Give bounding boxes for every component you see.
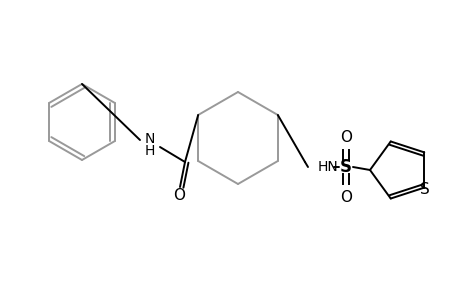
Text: S: S [420,182,429,197]
Text: O: O [339,190,351,205]
Text: N
H: N H [145,132,155,158]
Text: S: S [339,158,351,176]
Text: HN: HN [317,160,338,174]
Text: O: O [339,130,351,145]
Text: O: O [173,188,185,202]
